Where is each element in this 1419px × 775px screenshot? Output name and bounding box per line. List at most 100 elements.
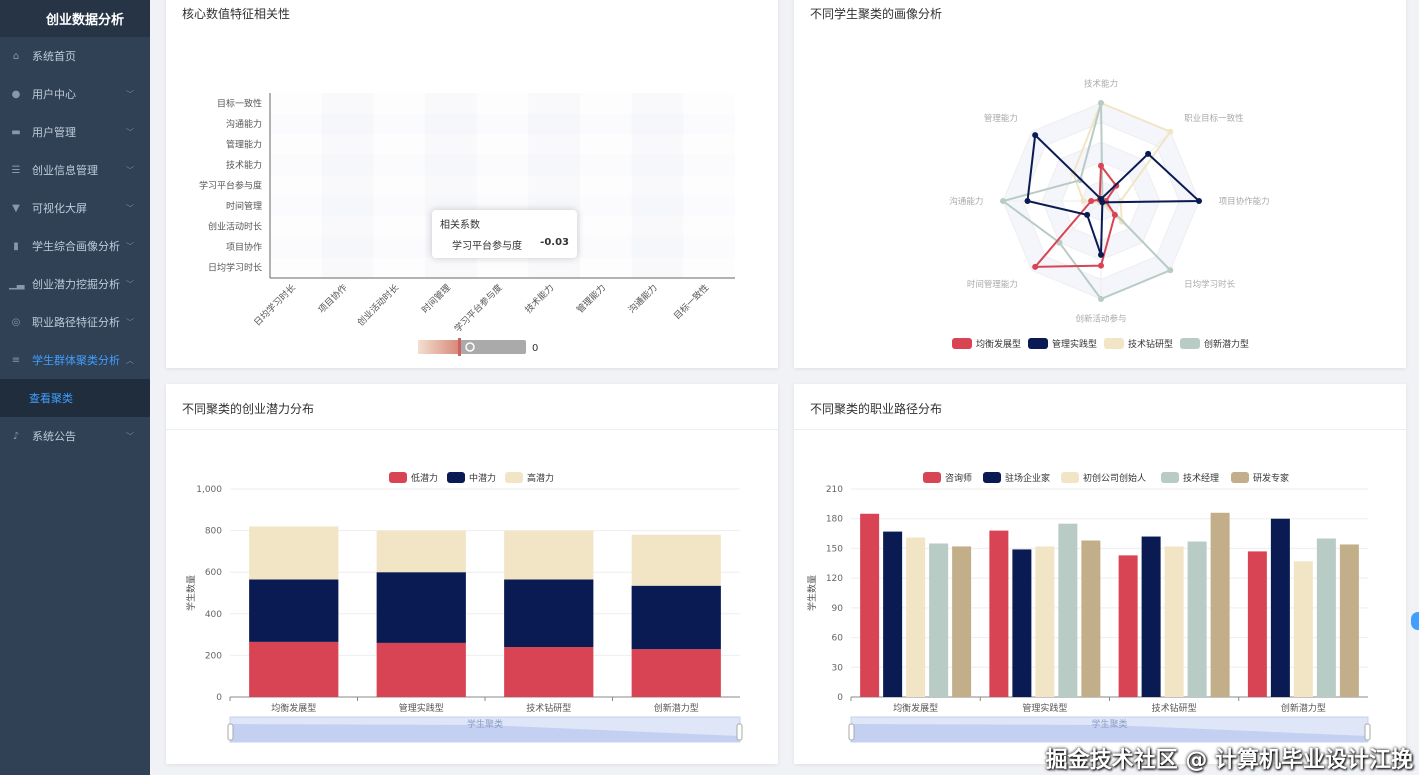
bar: [1012, 549, 1032, 697]
x-tick-label: 技术钻研型: [526, 702, 571, 714]
radar-point: [1099, 199, 1106, 206]
grouped-bar-card: 不同聚类的职业路径分布 0 30 60 90 120 150 180 210 均衡发展型 管理实践…: [794, 384, 1406, 764]
visualmap-track: [460, 340, 526, 354]
heatmap-cell: [270, 155, 322, 176]
heatmap-cell: [270, 134, 322, 155]
radar-point: [1167, 267, 1174, 274]
legend-swatch: [1028, 338, 1048, 349]
sidebar-item-label: 用户管理: [32, 126, 76, 139]
bar: [929, 543, 949, 697]
chevron-down-icon: ﹀: [126, 203, 134, 213]
heatmap-cell: [631, 236, 684, 258]
heatmap-cell: [683, 175, 735, 196]
radar-indicator-label: 创新活动参与: [1075, 314, 1126, 325]
bar: [952, 546, 972, 697]
heatmap-cell: [373, 257, 425, 278]
sidebar-item-label: 创业信息管理: [32, 164, 98, 177]
x-tick-label: 管理实践型: [1022, 702, 1067, 714]
radar-indicator-label: 职业目标一致性: [1184, 113, 1244, 124]
radar-point: [1088, 198, 1095, 204]
heatmap-cell: [631, 93, 684, 114]
card-title: 不同聚类的创业潜力分布: [182, 402, 315, 416]
sidebar-item[interactable]: ☰ 创业信息管理 ﹀: [0, 151, 150, 189]
heatmap-cell: [477, 175, 529, 196]
sidebar-item[interactable]: ● 用户中心 ﹀: [0, 75, 150, 113]
x-tick-label: 时间管理: [419, 282, 453, 316]
heatmap-cell: [580, 216, 632, 237]
heatmap-cell: [683, 216, 735, 237]
radar-point: [1080, 198, 1087, 204]
legend-swatch: [952, 338, 972, 349]
app-title: 创业数据分析: [0, 0, 150, 37]
y-tick-label: 30: [832, 663, 844, 673]
heatmap-cell: [270, 175, 322, 196]
heatmap-chart[interactable]: 日均学习时长项目协作创业活动时长时间管理学习平台参与度技术能力管理能力沟通能力目…: [166, 0, 778, 368]
heatmap-cell: [580, 257, 632, 278]
heatmap-cell: [580, 175, 632, 196]
heatmap-cell: [373, 114, 425, 135]
heatmap-cell: [425, 175, 477, 196]
y-tick-label: 0: [837, 693, 843, 703]
y-tick-label: 沟通能力: [226, 118, 262, 130]
sidebar-item[interactable]: ◎ 职业路径特征分析 ﹀: [0, 303, 150, 341]
y-tick-label: 目标一致性: [217, 97, 262, 109]
scroll-button[interactable]: [1411, 612, 1419, 630]
list-icon: ≡: [11, 354, 21, 366]
y-tick-label: 项目协作: [226, 241, 262, 253]
sidebar-item[interactable]: ♪ 系统公告 ﹀: [0, 417, 150, 455]
legend-label: 咨询师: [945, 472, 972, 484]
sidebar-item-label: 系统公告: [32, 430, 76, 443]
legend-swatch: [1104, 338, 1124, 349]
heatmap-cell: [270, 237, 322, 258]
y-tick-label: 210: [826, 485, 843, 495]
bar: [1210, 512, 1230, 697]
legend-label: 初创公司创始人: [1083, 472, 1146, 484]
bar: [1164, 546, 1184, 697]
sidebar-item-label: 职业路径特征分析: [32, 316, 120, 329]
sidebar-item[interactable]: ▬ 用户管理 ﹀: [0, 113, 150, 151]
legend-label: 研发专家: [1253, 472, 1289, 484]
heatmap-cell: [683, 134, 735, 155]
datazoom-shadow: [851, 724, 1368, 742]
chevron-down-icon: ﹀: [126, 279, 134, 289]
sidebar-item[interactable]: ▼ 可视化大屏 ﹀: [0, 189, 150, 227]
sidebar-item[interactable]: ▮ 学生综合画像分析 ﹀: [0, 227, 150, 265]
radar-point: [1032, 132, 1039, 139]
sidebar-subitem[interactable]: 查看聚类: [0, 379, 150, 417]
sidebar-item-label: 学生综合画像分析: [32, 240, 120, 253]
x-tick-label: 创业活动时长: [355, 282, 402, 329]
legend-label: 管理实践型: [1052, 338, 1097, 350]
datazoom-handle-right: [1364, 723, 1371, 741]
y-tick-label: 200: [205, 651, 222, 661]
book-icon: ▮: [13, 240, 19, 252]
radar-point: [1084, 211, 1091, 218]
watermark: 掘金技术社区 @ 计算机毕业设计江挽: [1045, 748, 1413, 773]
heatmap-cell: [580, 134, 632, 155]
bar: [376, 572, 466, 643]
bar: [1339, 544, 1359, 697]
heatmap-cell: [321, 216, 374, 237]
sidebar-item[interactable]: ▁▃ 创业潜力挖掘分析 ﹀: [0, 265, 150, 303]
y-tick-label: 学习平台参与度: [199, 180, 262, 192]
x-tick-label: 沟通能力: [626, 282, 660, 316]
tooltip-value: -0.03: [540, 237, 569, 248]
heatmap-cell: [580, 114, 632, 135]
y-tick-label: 120: [826, 574, 843, 584]
screen-icon: ▼: [12, 202, 20, 214]
sidebar-item-label: 可视化大屏: [32, 202, 87, 215]
radar-point: [1145, 150, 1152, 157]
bar: [1187, 541, 1207, 697]
heatmap-cell: [477, 257, 529, 278]
heatmap-cell: [528, 113, 580, 135]
x-tick-label: 日均学习时长: [251, 282, 298, 329]
bar: [249, 579, 339, 642]
heatmap-cell: [270, 216, 322, 237]
sidebar-item[interactable]: ⌂ 系统首页: [0, 37, 150, 75]
radar-chart[interactable]: 技术能力职业目标一致性项目协作能力日均学习时长创新活动参与时间管理能力沟通能力管…: [794, 0, 1406, 368]
sidebar-item[interactable]: ≡ 学生群体聚类分析 ︿: [0, 341, 150, 379]
radar-point: [1024, 198, 1031, 204]
bar: [1293, 561, 1313, 697]
heatmap-cell: [683, 257, 735, 278]
